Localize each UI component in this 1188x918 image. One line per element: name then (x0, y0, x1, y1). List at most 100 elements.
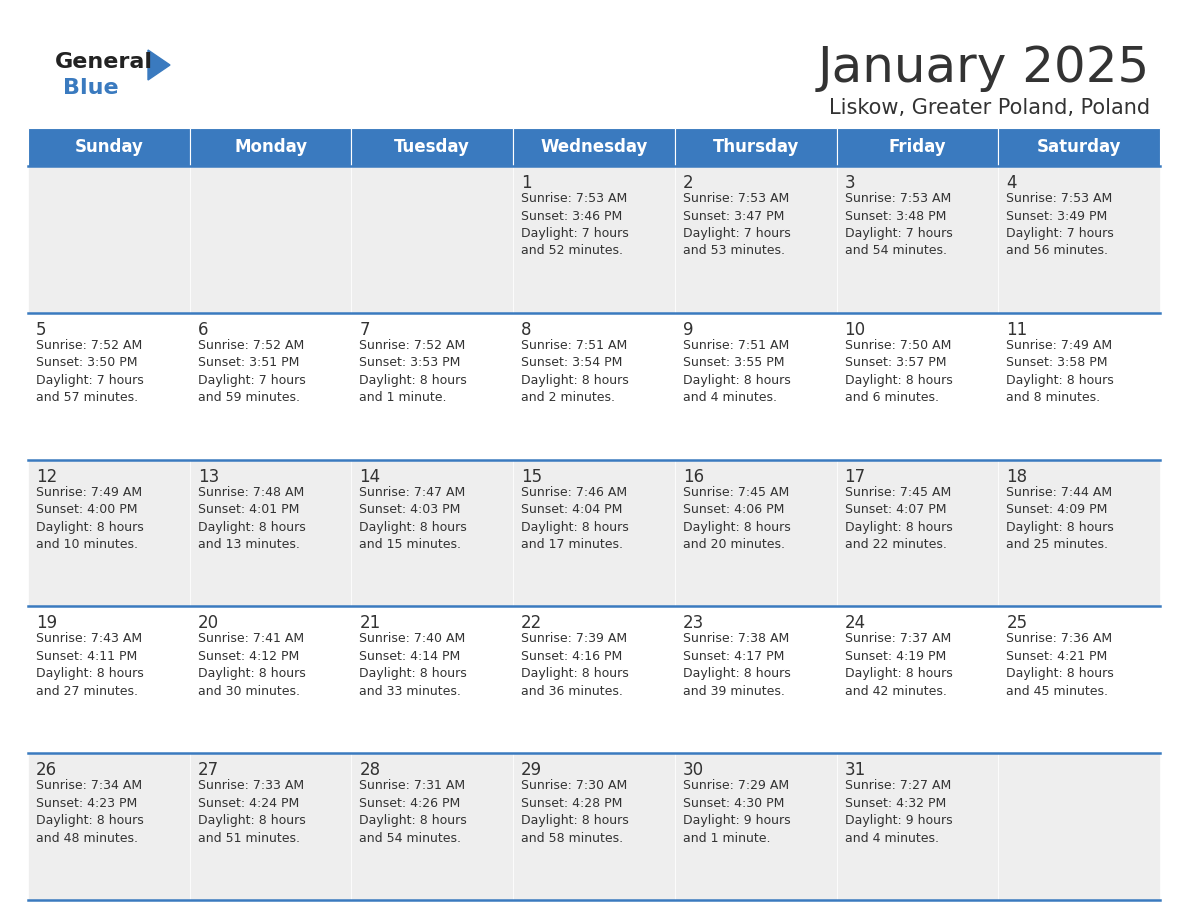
Bar (998, 753, 1159, 900)
Text: Sunrise: 7:34 AM
Sunset: 4:23 PM
Daylight: 8 hours
and 48 minutes.: Sunrise: 7:34 AM Sunset: 4:23 PM Dayligh… (36, 779, 144, 845)
Text: 13: 13 (197, 467, 219, 486)
Bar (513, 753, 675, 900)
Text: Friday: Friday (889, 138, 946, 156)
Text: 27: 27 (197, 761, 219, 779)
Text: 30: 30 (683, 761, 704, 779)
Text: Sunrise: 7:38 AM
Sunset: 4:17 PM
Daylight: 8 hours
and 39 minutes.: Sunrise: 7:38 AM Sunset: 4:17 PM Dayligh… (683, 633, 790, 698)
Text: Tuesday: Tuesday (394, 138, 470, 156)
Text: Sunrise: 7:41 AM
Sunset: 4:12 PM
Daylight: 8 hours
and 30 minutes.: Sunrise: 7:41 AM Sunset: 4:12 PM Dayligh… (197, 633, 305, 698)
Bar (352, 460, 513, 607)
Bar (190, 313, 352, 460)
Bar (675, 753, 836, 900)
Text: Sunrise: 7:53 AM
Sunset: 3:46 PM
Daylight: 7 hours
and 52 minutes.: Sunrise: 7:53 AM Sunset: 3:46 PM Dayligh… (522, 192, 628, 258)
Text: Sunrise: 7:49 AM
Sunset: 3:58 PM
Daylight: 8 hours
and 8 minutes.: Sunrise: 7:49 AM Sunset: 3:58 PM Dayligh… (1006, 339, 1114, 404)
Bar (675, 460, 836, 607)
Text: Blue: Blue (63, 78, 119, 98)
Text: Sunrise: 7:39 AM
Sunset: 4:16 PM
Daylight: 8 hours
and 36 minutes.: Sunrise: 7:39 AM Sunset: 4:16 PM Dayligh… (522, 633, 628, 698)
Bar (29, 607, 190, 753)
Bar (836, 166, 998, 313)
Text: Sunrise: 7:33 AM
Sunset: 4:24 PM
Daylight: 8 hours
and 51 minutes.: Sunrise: 7:33 AM Sunset: 4:24 PM Dayligh… (197, 779, 305, 845)
Text: 26: 26 (36, 761, 57, 779)
Text: 17: 17 (845, 467, 866, 486)
Polygon shape (148, 50, 170, 80)
Bar (513, 313, 675, 460)
Text: Sunrise: 7:46 AM
Sunset: 4:04 PM
Daylight: 8 hours
and 17 minutes.: Sunrise: 7:46 AM Sunset: 4:04 PM Dayligh… (522, 486, 628, 551)
Text: 29: 29 (522, 761, 542, 779)
Text: Sunrise: 7:53 AM
Sunset: 3:48 PM
Daylight: 7 hours
and 54 minutes.: Sunrise: 7:53 AM Sunset: 3:48 PM Dayligh… (845, 192, 953, 258)
Text: 5: 5 (36, 320, 46, 339)
Text: Liskow, Greater Poland, Poland: Liskow, Greater Poland, Poland (829, 98, 1150, 118)
Text: 12: 12 (36, 467, 57, 486)
Bar (352, 128, 513, 166)
Bar (836, 128, 998, 166)
Text: Sunrise: 7:52 AM
Sunset: 3:50 PM
Daylight: 7 hours
and 57 minutes.: Sunrise: 7:52 AM Sunset: 3:50 PM Dayligh… (36, 339, 144, 404)
Text: Monday: Monday (234, 138, 308, 156)
Text: Sunrise: 7:40 AM
Sunset: 4:14 PM
Daylight: 8 hours
and 33 minutes.: Sunrise: 7:40 AM Sunset: 4:14 PM Dayligh… (360, 633, 467, 698)
Text: Saturday: Saturday (1037, 138, 1121, 156)
Bar (352, 753, 513, 900)
Text: January 2025: January 2025 (817, 44, 1150, 92)
Bar (29, 460, 190, 607)
Text: Sunrise: 7:43 AM
Sunset: 4:11 PM
Daylight: 8 hours
and 27 minutes.: Sunrise: 7:43 AM Sunset: 4:11 PM Dayligh… (36, 633, 144, 698)
Text: 15: 15 (522, 467, 542, 486)
Bar (190, 753, 352, 900)
Text: 11: 11 (1006, 320, 1028, 339)
Text: 28: 28 (360, 761, 380, 779)
Text: Wednesday: Wednesday (541, 138, 647, 156)
Bar (998, 128, 1159, 166)
Bar (998, 166, 1159, 313)
Text: 7: 7 (360, 320, 369, 339)
Text: Sunrise: 7:52 AM
Sunset: 3:51 PM
Daylight: 7 hours
and 59 minutes.: Sunrise: 7:52 AM Sunset: 3:51 PM Dayligh… (197, 339, 305, 404)
Bar (836, 313, 998, 460)
Bar (513, 460, 675, 607)
Text: Sunrise: 7:49 AM
Sunset: 4:00 PM
Daylight: 8 hours
and 10 minutes.: Sunrise: 7:49 AM Sunset: 4:00 PM Dayligh… (36, 486, 144, 551)
Text: Thursday: Thursday (713, 138, 798, 156)
Bar (675, 607, 836, 753)
Text: 18: 18 (1006, 467, 1028, 486)
Text: Sunrise: 7:27 AM
Sunset: 4:32 PM
Daylight: 9 hours
and 4 minutes.: Sunrise: 7:27 AM Sunset: 4:32 PM Dayligh… (845, 779, 953, 845)
Text: 1: 1 (522, 174, 532, 192)
Text: 20: 20 (197, 614, 219, 633)
Text: Sunrise: 7:31 AM
Sunset: 4:26 PM
Daylight: 8 hours
and 54 minutes.: Sunrise: 7:31 AM Sunset: 4:26 PM Dayligh… (360, 779, 467, 845)
Text: General: General (55, 52, 153, 72)
Text: Sunday: Sunday (75, 138, 144, 156)
Bar (836, 753, 998, 900)
Bar (675, 313, 836, 460)
Bar (836, 460, 998, 607)
Text: Sunrise: 7:44 AM
Sunset: 4:09 PM
Daylight: 8 hours
and 25 minutes.: Sunrise: 7:44 AM Sunset: 4:09 PM Dayligh… (1006, 486, 1114, 551)
Bar (29, 753, 190, 900)
Bar (190, 166, 352, 313)
Text: 25: 25 (1006, 614, 1028, 633)
Bar (998, 607, 1159, 753)
Text: 23: 23 (683, 614, 704, 633)
Text: Sunrise: 7:52 AM
Sunset: 3:53 PM
Daylight: 8 hours
and 1 minute.: Sunrise: 7:52 AM Sunset: 3:53 PM Dayligh… (360, 339, 467, 404)
Bar (998, 460, 1159, 607)
Text: Sunrise: 7:29 AM
Sunset: 4:30 PM
Daylight: 9 hours
and 1 minute.: Sunrise: 7:29 AM Sunset: 4:30 PM Dayligh… (683, 779, 790, 845)
Text: Sunrise: 7:47 AM
Sunset: 4:03 PM
Daylight: 8 hours
and 15 minutes.: Sunrise: 7:47 AM Sunset: 4:03 PM Dayligh… (360, 486, 467, 551)
Bar (352, 607, 513, 753)
Text: 31: 31 (845, 761, 866, 779)
Text: Sunrise: 7:45 AM
Sunset: 4:07 PM
Daylight: 8 hours
and 22 minutes.: Sunrise: 7:45 AM Sunset: 4:07 PM Dayligh… (845, 486, 953, 551)
Bar (513, 166, 675, 313)
Bar (29, 128, 190, 166)
Bar (675, 166, 836, 313)
Text: 9: 9 (683, 320, 694, 339)
Text: Sunrise: 7:36 AM
Sunset: 4:21 PM
Daylight: 8 hours
and 45 minutes.: Sunrise: 7:36 AM Sunset: 4:21 PM Dayligh… (1006, 633, 1114, 698)
Bar (29, 313, 190, 460)
Text: Sunrise: 7:37 AM
Sunset: 4:19 PM
Daylight: 8 hours
and 42 minutes.: Sunrise: 7:37 AM Sunset: 4:19 PM Dayligh… (845, 633, 953, 698)
Text: 10: 10 (845, 320, 866, 339)
Text: Sunrise: 7:30 AM
Sunset: 4:28 PM
Daylight: 8 hours
and 58 minutes.: Sunrise: 7:30 AM Sunset: 4:28 PM Dayligh… (522, 779, 628, 845)
Bar (190, 128, 352, 166)
Text: Sunrise: 7:50 AM
Sunset: 3:57 PM
Daylight: 8 hours
and 6 minutes.: Sunrise: 7:50 AM Sunset: 3:57 PM Dayligh… (845, 339, 953, 404)
Text: 19: 19 (36, 614, 57, 633)
Text: Sunrise: 7:51 AM
Sunset: 3:55 PM
Daylight: 8 hours
and 4 minutes.: Sunrise: 7:51 AM Sunset: 3:55 PM Dayligh… (683, 339, 790, 404)
Text: 22: 22 (522, 614, 543, 633)
Text: 4: 4 (1006, 174, 1017, 192)
Bar (352, 166, 513, 313)
Bar (352, 313, 513, 460)
Text: Sunrise: 7:53 AM
Sunset: 3:49 PM
Daylight: 7 hours
and 56 minutes.: Sunrise: 7:53 AM Sunset: 3:49 PM Dayligh… (1006, 192, 1114, 258)
Text: 24: 24 (845, 614, 866, 633)
Text: 3: 3 (845, 174, 855, 192)
Text: 21: 21 (360, 614, 380, 633)
Text: 2: 2 (683, 174, 694, 192)
